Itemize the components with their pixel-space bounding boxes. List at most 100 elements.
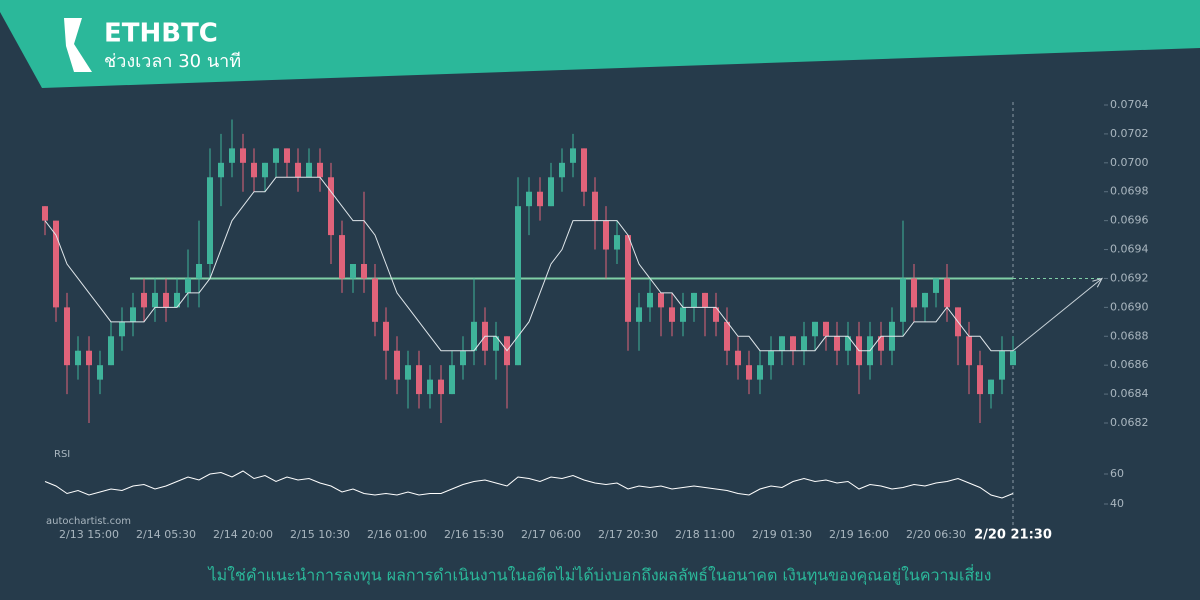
rsi-label: RSI [54, 449, 70, 460]
candle-body [262, 162, 268, 178]
candle-body [999, 350, 1005, 380]
moving-average [44, 176, 1013, 352]
x-tick-label: 2/16 15:30 [444, 528, 504, 541]
x-tick-label: 2/17 20:30 [598, 528, 658, 541]
candle-body [42, 206, 48, 221]
candle-body [790, 336, 796, 351]
candle-body [735, 350, 741, 366]
candle-body [812, 321, 818, 337]
x-tick-label: 2/17 06:00 [521, 528, 581, 541]
candle-body [515, 206, 521, 366]
y-tick-label: 0.0682 [1110, 416, 1149, 429]
x-tick-label: 2/20 06:30 [906, 528, 966, 541]
rsi-line [44, 470, 1014, 499]
candle-body [713, 307, 719, 322]
candle-body [702, 292, 708, 308]
candle-body [603, 220, 609, 250]
candle-body [97, 365, 103, 380]
candle-body [152, 292, 158, 308]
candle-body [636, 307, 642, 322]
y-tick-label: 0.0698 [1110, 185, 1149, 198]
candle-body [988, 379, 994, 395]
candle-body [273, 148, 279, 163]
candle-body [768, 350, 774, 366]
candle-body [691, 292, 697, 308]
candle-body [339, 235, 345, 279]
candle-body [64, 307, 70, 366]
candle-body [130, 307, 136, 322]
candle-body [196, 264, 202, 279]
candle-body [801, 336, 807, 351]
candle-body [724, 321, 730, 351]
disclaimer: ไม่ใช่คำแนะนำการลงทุน ผลการดำเนินงานในอด… [207, 564, 992, 586]
y-tick-label: 0.0684 [1110, 387, 1149, 400]
candle-body [845, 336, 851, 351]
candle-body [1010, 350, 1016, 366]
y-tick-label: 0.0686 [1110, 358, 1149, 371]
candle-body [284, 148, 290, 163]
x-tick-label: 2/14 05:30 [136, 528, 196, 541]
rsi-tick-label: 60 [1110, 467, 1124, 480]
candle-body [977, 365, 983, 395]
candle-body [328, 177, 334, 236]
candle-body [878, 336, 884, 351]
header-banner [0, 0, 1200, 88]
candle-body [944, 278, 950, 308]
candle-body [922, 292, 928, 308]
candle-body [614, 235, 620, 250]
candle-body [405, 365, 411, 380]
candle-body [185, 278, 191, 293]
candle-body [438, 379, 444, 395]
y-tick-label: 0.0704 [1110, 98, 1149, 111]
y-tick-label: 0.0692 [1110, 271, 1149, 284]
candle-body [207, 177, 213, 264]
rsi-tick-label: 40 [1110, 497, 1124, 510]
y-tick-label: 0.0688 [1110, 329, 1149, 342]
candle-body [933, 278, 939, 293]
candle-body [75, 350, 81, 366]
candle-body [295, 162, 301, 178]
y-tick-label: 0.0694 [1110, 243, 1149, 256]
candle-body [900, 278, 906, 322]
candle-body [680, 307, 686, 322]
candle-body [581, 148, 587, 192]
candle-body [141, 292, 147, 308]
candle-body [966, 336, 972, 366]
forecast-arrowhead [1092, 277, 1103, 288]
x-tick-label: 2/20 21:30 [974, 528, 1052, 543]
candle-body [548, 177, 554, 207]
candle-body [229, 148, 235, 163]
candle-body [669, 307, 675, 322]
x-tick-label: 2/13 15:00 [59, 528, 119, 541]
candle-body [757, 365, 763, 380]
candle-body [427, 379, 433, 395]
x-tick-label: 2/19 01:30 [752, 528, 812, 541]
candle-body [779, 336, 785, 351]
y-tick-label: 0.0690 [1110, 300, 1149, 313]
forecast-arrow [1012, 278, 1103, 352]
watermark: autochartist.com [46, 516, 131, 527]
logo [64, 18, 92, 72]
candle-body [108, 336, 114, 366]
candle-body [658, 292, 664, 308]
candle-body [251, 162, 257, 178]
candle-body [174, 292, 180, 308]
candle-body [592, 191, 598, 221]
symbol: ETHBTC [104, 19, 218, 49]
y-tick-label: 0.0700 [1110, 156, 1149, 169]
candle-body [240, 148, 246, 163]
candle-body [471, 321, 477, 351]
candle-body [834, 336, 840, 351]
candle-body [570, 148, 576, 163]
x-tick-label: 2/19 16:00 [829, 528, 889, 541]
candle-body [493, 336, 499, 351]
candle-body [526, 191, 532, 207]
candle-body [218, 162, 224, 178]
x-tick-label: 2/16 01:00 [367, 528, 427, 541]
candle-body [306, 162, 312, 178]
candle-body [163, 292, 169, 308]
x-tick-label: 2/15 10:30 [290, 528, 350, 541]
candle-body [394, 350, 400, 380]
x-tick-label: 2/14 20:00 [213, 528, 273, 541]
